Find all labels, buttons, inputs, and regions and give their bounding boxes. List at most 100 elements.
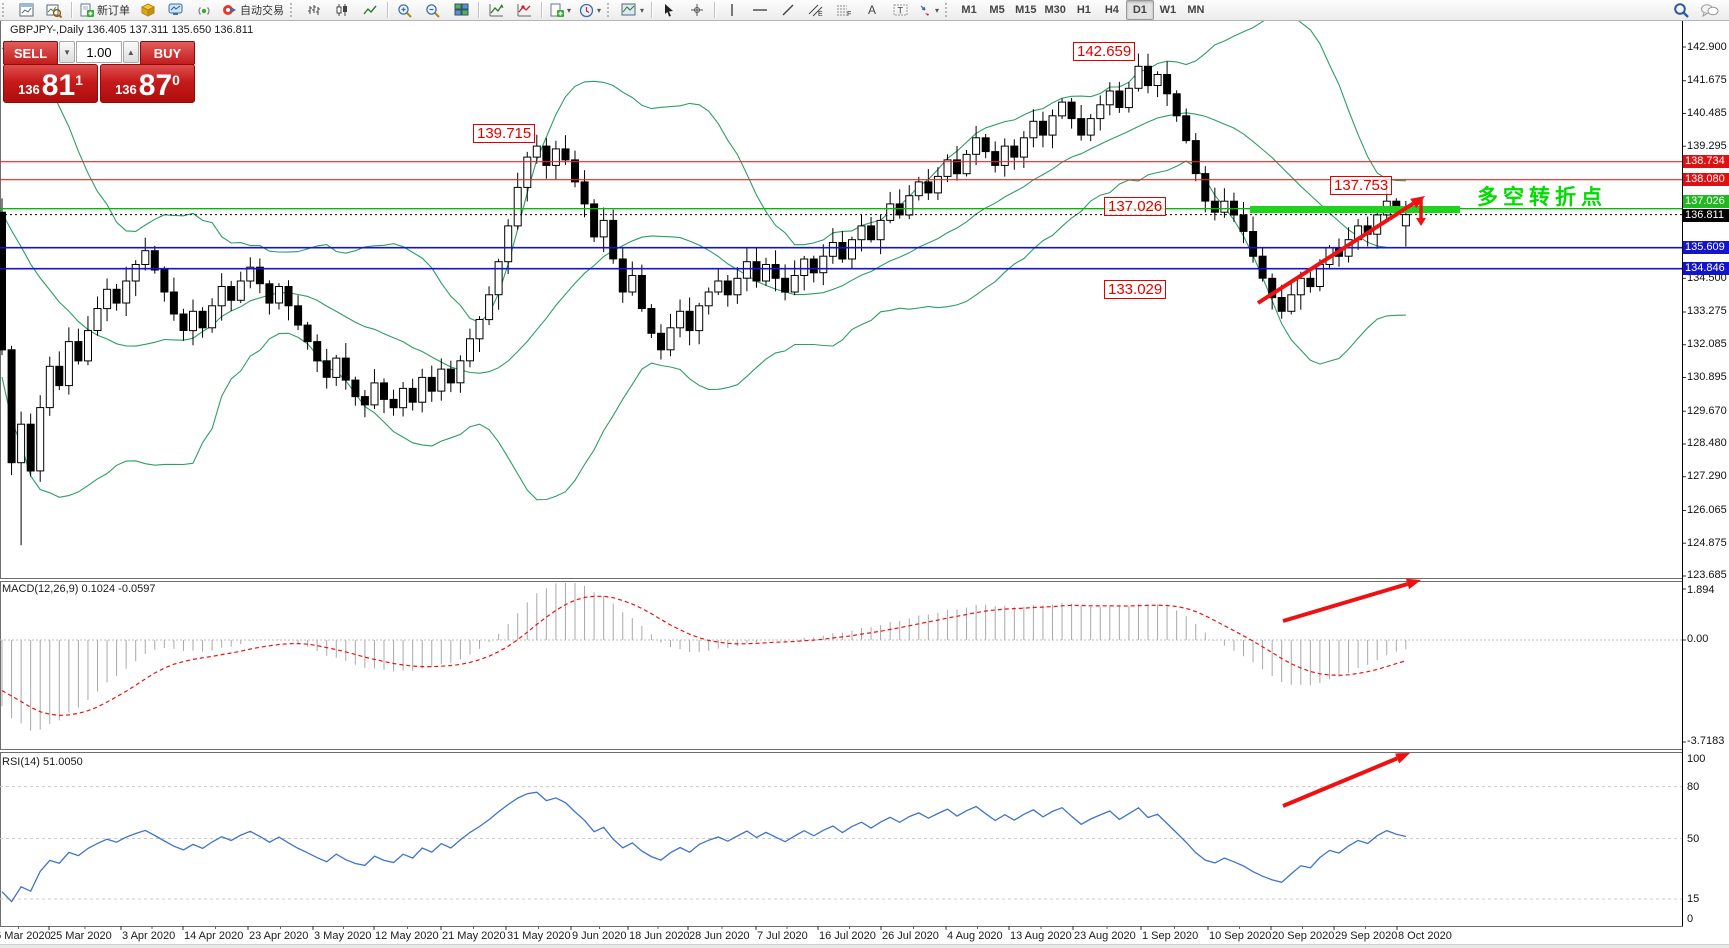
auto-trading-button[interactable]: 自动交易 [218, 0, 288, 20]
candle-body[interactable] [790, 275, 799, 293]
candle-body[interactable] [399, 387, 408, 409]
buy-price-display[interactable]: 136 87 0 [100, 64, 195, 103]
candle-body[interactable] [1210, 200, 1219, 213]
candle-body[interactable] [255, 266, 264, 285]
candle-body[interactable] [380, 382, 388, 400]
candle-body[interactable] [1124, 87, 1133, 109]
candle-body[interactable] [838, 242, 847, 260]
candle-body[interactable] [1315, 264, 1324, 287]
templates-dropdown[interactable]: ▾ [617, 0, 648, 20]
candle-body[interactable] [962, 153, 971, 175]
candle-body[interactable] [1077, 118, 1086, 136]
candle-body[interactable] [198, 310, 207, 329]
volume-down-button[interactable]: ▼ [59, 41, 76, 63]
candle-body[interactable] [618, 258, 627, 293]
candle-body[interactable] [45, 365, 54, 409]
timeframe-button-M1[interactable]: M1 [961, 4, 977, 16]
timeframe-button-D1[interactable]: D1 [1125, 0, 1154, 20]
profiles-button[interactable] [40, 0, 68, 20]
candle-body[interactable] [628, 275, 637, 293]
candle-body[interactable] [1268, 277, 1277, 299]
price-callout-142.659[interactable]: 142.659 [1073, 42, 1136, 61]
candle-body[interactable] [771, 264, 780, 279]
candle-body[interactable] [494, 261, 503, 296]
macd-signal-line[interactable] [1, 595, 1407, 717]
buy-button[interactable]: BUY [139, 41, 195, 65]
turning-point-annotation[interactable]: 多空转折点 [1477, 186, 1607, 209]
candle-body[interactable] [84, 330, 92, 362]
price-callout-133.029[interactable]: 133.029 [1104, 280, 1167, 299]
candle-body[interactable] [933, 175, 942, 194]
candle-body[interactable] [1086, 118, 1095, 136]
candle-body[interactable] [427, 376, 436, 392]
candle-body[interactable] [93, 308, 102, 331]
candle-body[interactable] [513, 186, 522, 227]
search-icon[interactable] [1667, 0, 1695, 20]
candle-body[interactable] [313, 341, 322, 362]
price-callout-137.753[interactable]: 137.753 [1330, 176, 1393, 195]
candle-body[interactable] [666, 327, 675, 351]
candle-body[interactable] [141, 250, 150, 265]
signals-button[interactable] [190, 0, 218, 20]
candle-body[interactable] [341, 357, 350, 381]
candle-body[interactable] [1306, 277, 1315, 288]
terminal-button[interactable] [162, 0, 190, 20]
candle-body[interactable] [1239, 214, 1248, 232]
candle-body[interactable] [103, 288, 112, 310]
candle-body[interactable] [122, 280, 131, 304]
cursor-button[interactable] [655, 0, 683, 20]
candle-body[interactable] [303, 324, 312, 343]
zoom-out-button[interactable] [419, 0, 447, 20]
chat-icon[interactable] [1695, 0, 1723, 20]
bar-chart-button[interactable] [300, 0, 328, 20]
timeframe-button-M30[interactable]: M30 [1044, 4, 1066, 16]
equidistant-channel-button[interactable]: E [802, 0, 830, 20]
candle-body[interactable] [351, 379, 360, 398]
timeframe-button-H4[interactable]: H4 [1104, 4, 1119, 16]
timeframe-button-W1[interactable]: W1 [1159, 4, 1177, 16]
candle-body[interactable] [1134, 65, 1143, 89]
candle-body[interactable] [1000, 145, 1009, 166]
candle-body[interactable] [1010, 145, 1019, 158]
add-object-dropdown[interactable]: ▾ [545, 0, 575, 20]
candle-body[interactable] [848, 239, 856, 260]
candle-body[interactable] [1287, 294, 1296, 312]
horizontal-line-button[interactable] [746, 0, 774, 20]
candle-body[interactable] [532, 145, 541, 158]
candle-body[interactable] [714, 280, 723, 293]
timeframe-button-H1[interactable]: H1 [1076, 4, 1091, 16]
candle-body[interactable] [55, 365, 64, 387]
candle-body[interactable] [953, 159, 961, 175]
candle-body[interactable] [217, 286, 226, 307]
candle-body[interactable] [36, 407, 45, 472]
candle-body[interactable] [1096, 104, 1105, 120]
candle-body[interactable] [64, 341, 73, 387]
candle-body[interactable] [1258, 255, 1267, 279]
candle-body[interactable] [275, 286, 283, 304]
candle-body[interactable] [0, 211, 6, 351]
candle-body[interactable] [370, 382, 379, 406]
price-callout-137.026[interactable]: 137.026 [1104, 197, 1167, 216]
candle-body[interactable] [1277, 297, 1286, 312]
candle-body[interactable] [112, 288, 121, 304]
candle-body[interactable] [1115, 90, 1124, 108]
candle-body[interactable] [74, 341, 83, 362]
candle-body[interactable] [408, 387, 417, 403]
candle-body[interactable] [914, 181, 923, 197]
candle-body[interactable] [972, 137, 981, 155]
volume-up-button[interactable]: ▲ [122, 41, 139, 63]
candle-body[interactable] [294, 305, 303, 326]
candle-body[interactable] [265, 283, 274, 304]
candle-body[interactable] [1048, 115, 1057, 136]
candle-body[interactable] [1039, 120, 1047, 136]
zoom-in-button[interactable] [391, 0, 419, 20]
candle-body[interactable] [131, 264, 140, 282]
candle-body[interactable] [1105, 90, 1114, 106]
candle-body[interactable] [475, 319, 484, 340]
candle-body[interactable] [1058, 101, 1067, 117]
candle-body[interactable] [456, 360, 465, 384]
candle-body[interactable] [160, 269, 169, 293]
candle-body[interactable] [1249, 231, 1258, 257]
candle-body[interactable] [762, 264, 770, 282]
candle-body[interactable] [867, 225, 876, 241]
